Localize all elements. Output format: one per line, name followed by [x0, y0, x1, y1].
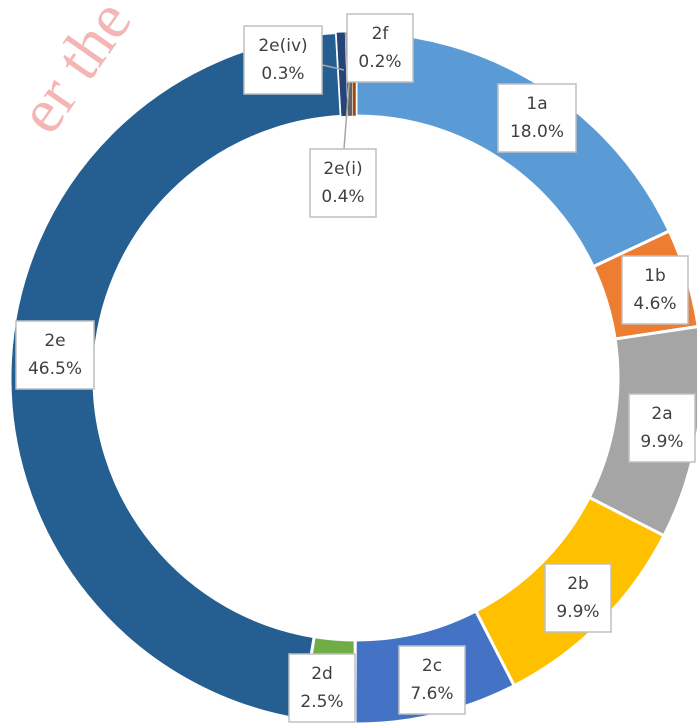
label-value: 9.9% [640, 432, 683, 452]
label-box [628, 393, 696, 463]
label-box [497, 83, 577, 153]
labels: 1a 18.0% 1b 4.6% 2a 9.9% 2b 9.9% 2c 7.6% 2d 2.5% 2e 4… [15, 13, 696, 723]
label-name: 2b [567, 574, 589, 594]
label-name: 2e(iv) [258, 36, 307, 56]
label-name: 2f [372, 24, 390, 44]
label-name: 2c [422, 656, 442, 676]
label-value: 0.2% [358, 52, 401, 72]
label-box [243, 25, 323, 95]
label-value: 46.5% [28, 359, 82, 379]
label-name: 2e(i) [323, 159, 362, 179]
label-value: 9.9% [556, 602, 599, 622]
label-name: 1b [644, 266, 666, 286]
label-box [544, 563, 612, 633]
label-name: 2d [311, 664, 333, 684]
label-box [309, 148, 377, 218]
label-value: 0.4% [321, 187, 364, 207]
label-box [15, 320, 95, 390]
label-value: 2.5% [300, 692, 343, 712]
label-value: 0.3% [261, 64, 304, 84]
label-name: 2e [44, 331, 65, 351]
label-box [621, 255, 689, 325]
label-box [398, 645, 466, 715]
label-value: 18.0% [510, 122, 564, 142]
label-value: 4.6% [633, 294, 676, 314]
label-box [288, 653, 356, 723]
label-value: 7.6% [410, 684, 453, 704]
label-name: 1a [526, 94, 547, 114]
label-name: 2a [651, 404, 672, 424]
label-box [346, 13, 414, 83]
